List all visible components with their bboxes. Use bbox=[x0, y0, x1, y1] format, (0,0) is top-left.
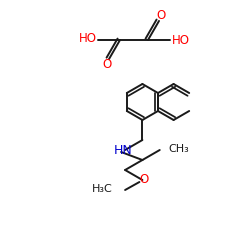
Text: H₃C: H₃C bbox=[92, 184, 113, 194]
Text: HO: HO bbox=[172, 34, 190, 46]
Text: CH₃: CH₃ bbox=[169, 144, 190, 154]
Text: O: O bbox=[156, 10, 166, 22]
Text: HN: HN bbox=[114, 144, 132, 156]
Text: HO: HO bbox=[79, 32, 97, 46]
Text: O: O bbox=[102, 58, 112, 70]
Text: O: O bbox=[140, 172, 149, 186]
